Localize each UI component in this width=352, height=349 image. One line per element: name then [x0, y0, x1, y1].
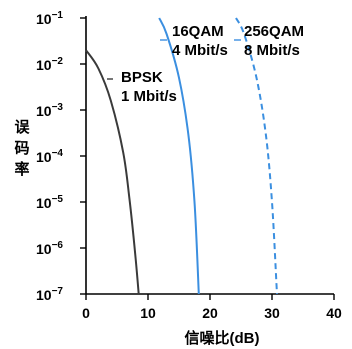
x-tick-label: 40	[326, 305, 342, 321]
series-line-256qam	[235, 17, 278, 295]
x-axis: 0 10 20 30 40	[82, 293, 342, 321]
y-axis-title-char: 码	[14, 140, 29, 157]
series-label-16qam: 16QAM	[172, 23, 224, 40]
series-label-bpsk: BPSK	[121, 69, 163, 86]
series-label-256qam: 256QAM	[244, 23, 304, 40]
x-tick-label: 0	[82, 305, 90, 321]
y-tick-label: 10−1	[36, 10, 63, 27]
series-line-16qam	[158, 17, 200, 295]
y-tick-label: 10−2	[36, 56, 63, 73]
series-label-16qam: 4 Mbit/s	[172, 42, 228, 59]
y-tick-label: 10−7	[36, 286, 63, 303]
y-axis-title-char: 率	[14, 160, 29, 178]
x-tick-label: 30	[264, 305, 280, 321]
x-tick-label: 10	[140, 305, 156, 321]
series-line-bpsk	[85, 49, 140, 295]
y-axis-title-char: 误	[14, 119, 30, 136]
series-labels: BPSK 1 Mbit/s 16QAM 4 Mbit/s 256QAM 8 Mbit/s	[107, 23, 304, 105]
x-tick-label: 20	[202, 305, 218, 321]
y-tick-label: 10−5	[36, 194, 63, 211]
series-label-256qam: 8 Mbit/s	[244, 42, 300, 59]
series-label-bpsk: 1 Mbit/s	[121, 88, 177, 105]
y-tick-label: 10−4	[36, 148, 63, 165]
y-tick-label: 10−6	[36, 240, 63, 257]
y-tick-label: 10−3	[36, 102, 63, 119]
y-axis: 10−7 10−6 10−5 10−4 10−3 10−2 10−1	[36, 10, 87, 303]
plot-series	[85, 17, 278, 295]
y-axis-title: 误码率	[14, 119, 30, 178]
x-axis-title: 信噪比(dB)	[185, 329, 260, 347]
